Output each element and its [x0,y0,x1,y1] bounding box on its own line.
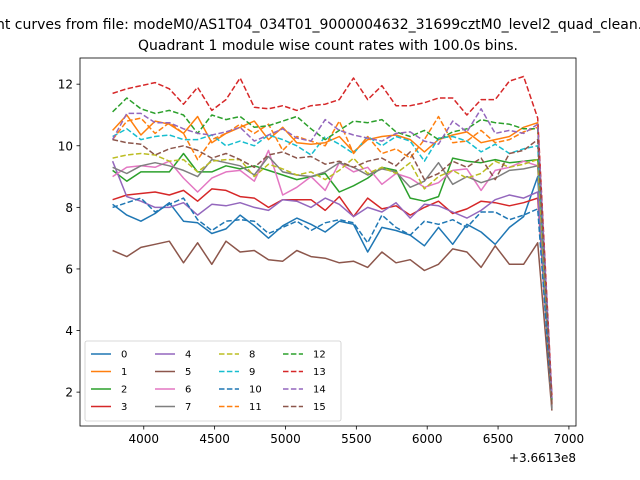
legend-label-4: 4 [185,350,191,361]
legend-label-7: 7 [185,402,191,413]
legend-label-0: 0 [121,350,127,361]
series-line-2 [112,152,553,408]
chart-title: Quadrant 1 module wise count rates with … [138,38,518,54]
series-line-9 [112,128,553,400]
x-tick-label: 4000 [128,432,159,446]
series-layer [111,75,553,411]
x-tick-label: 6000 [412,432,443,446]
y-tick-label: 12 [58,78,73,92]
axes-frame [79,57,577,427]
series-line-15 [112,138,553,405]
series-line-8 [112,152,553,407]
x-tick-label: 6500 [483,432,514,446]
legend-label-12: 12 [313,350,326,361]
y-tick-label: 4 [65,324,73,338]
legend-label-15: 15 [313,402,326,413]
series-line-7 [112,155,553,410]
x-tick-label: 4500 [199,432,230,446]
series-line-6 [112,149,553,408]
legend-label-1: 1 [121,367,127,378]
legend-label-11: 11 [249,402,262,413]
x-tick-label: 7000 [554,432,585,446]
series-line-4 [111,160,553,407]
legend-label-3: 3 [121,402,127,413]
legend-label-13: 13 [313,367,326,378]
series-line-12 [112,97,553,400]
x-axis: 4000 4500 5000 5500 6000 6500 7000 [128,426,584,446]
legend-label-6: 6 [185,385,191,396]
legend-label-9: 9 [249,367,255,378]
legend-label-8: 8 [249,350,255,361]
legend-box [84,340,342,422]
x-tick-label: 5000 [270,432,301,446]
y-tick-label: 8 [65,201,73,215]
series-line-1 [112,114,553,405]
series-line-10 [112,197,553,403]
series-line-3 [112,188,553,402]
legend-label-10: 10 [249,385,262,396]
series-line-5 [112,240,553,411]
y-axis: 2 4 6 8 10 12 [58,78,80,400]
legend-label-14: 14 [313,385,326,396]
legend-label-5: 5 [185,367,191,378]
y-tick-label: 10 [58,139,73,153]
figure-suptitle: Light curves from file: modeM0/AS1T04_03… [0,17,640,33]
series-line-11 [112,115,553,402]
y-tick-label: 2 [65,386,73,400]
x-tick-label: 5500 [341,432,372,446]
y-tick-label: 6 [65,262,73,276]
x-axis-offset-label: +3.6613e8 [509,451,576,465]
series-line-13 [112,75,553,396]
legend-label-2: 2 [121,385,127,396]
series-line-0 [112,175,553,399]
series-line-14 [111,108,553,399]
